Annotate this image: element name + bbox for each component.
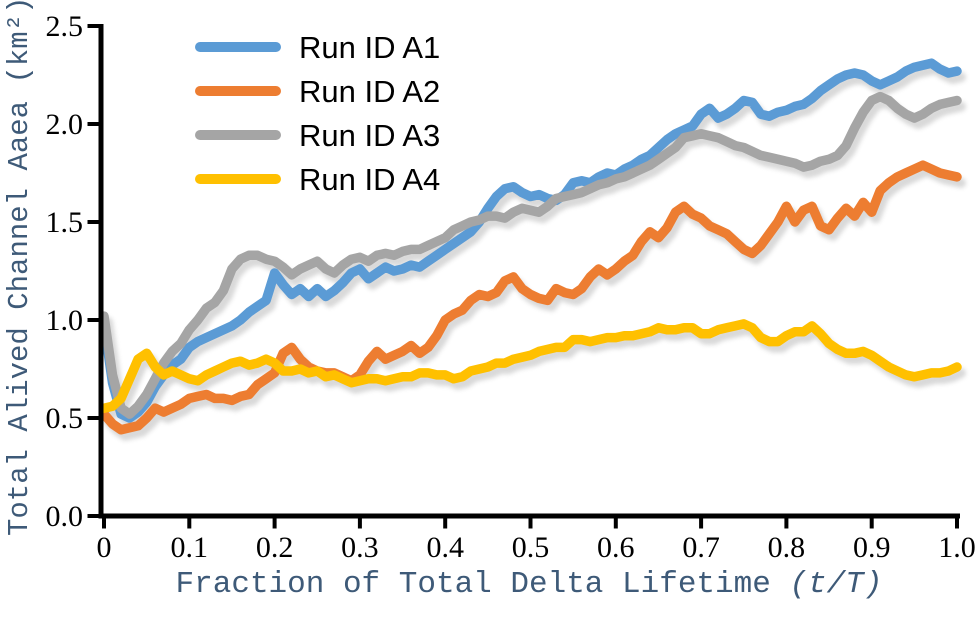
x-tick-label: 0: [97, 531, 112, 564]
legend-label: Run ID A2: [299, 73, 441, 109]
x-tick-label: 0.8: [768, 531, 806, 564]
legend-swatch-run-id-a2: [195, 86, 281, 96]
legend-item: Run ID A1: [195, 25, 440, 69]
legend-label: Run ID A1: [299, 29, 441, 65]
x-axis-title-text: Fraction of Total Delta Lifetime: [175, 567, 790, 602]
axes: 0 0.1 0.2 0.3 0.4 0.5 0.6 0.7 0.8 0.9 1.0 0.0 0.5 1.0…: [46, 10, 975, 564]
series-line-run-id-a3: [99, 91, 962, 419]
legend-swatch-run-id-a3: [195, 130, 281, 140]
x-tick-label: 0.4: [426, 531, 464, 564]
x-tick-label: 0.7: [682, 531, 720, 564]
series-shadow: [103, 97, 966, 426]
x-tick-label: 0.9: [853, 531, 891, 564]
legend-swatch-run-id-a4: [195, 174, 281, 184]
legend-item: Run ID A2: [195, 69, 440, 113]
series-lines: [99, 58, 962, 435]
y-axis-title-text: Total Alived Channel Aaea: [3, 83, 36, 536]
legend-label: Run ID A4: [299, 161, 441, 197]
y-axis-title: Total Alived Channel Aaea (km²): [3, 0, 43, 536]
legend-item: Run ID A4: [195, 157, 440, 201]
x-tick-label: 1.0: [938, 531, 975, 564]
legend: Run ID A1 Run ID A2 Run ID A3 Run ID A4: [195, 25, 440, 201]
y-tick-label: 1.0: [46, 304, 84, 337]
legend-swatch-run-id-a1: [195, 42, 281, 52]
x-tick-label: 0.6: [597, 531, 635, 564]
x-tick-label: 0.3: [341, 531, 379, 564]
x-axis-title: Fraction of Total Delta Lifetime (t/T): [100, 567, 958, 602]
y-tick-label: 0.0: [46, 500, 84, 533]
x-tick-label: 0.5: [512, 531, 550, 564]
y-axis-title-unit: (km²): [3, 0, 36, 84]
legend-label: Run ID A3: [299, 117, 441, 153]
series-line-run-id-a4: [99, 319, 962, 413]
x-axis-title-variable: (t/T): [789, 567, 883, 602]
y-tick-label: 1.5: [46, 206, 84, 239]
x-tick-label: 0.1: [171, 531, 209, 564]
legend-item: Run ID A3: [195, 113, 440, 157]
series-shadow: [103, 64, 966, 429]
series-line-run-id-a2: [99, 160, 962, 435]
series-line-run-id-a1: [99, 58, 962, 423]
y-tick-label: 2.0: [46, 108, 84, 141]
x-tick-label: 0.2: [256, 531, 294, 564]
y-tick-label: 2.5: [46, 10, 84, 43]
y-tick-label: 0.5: [46, 402, 84, 435]
